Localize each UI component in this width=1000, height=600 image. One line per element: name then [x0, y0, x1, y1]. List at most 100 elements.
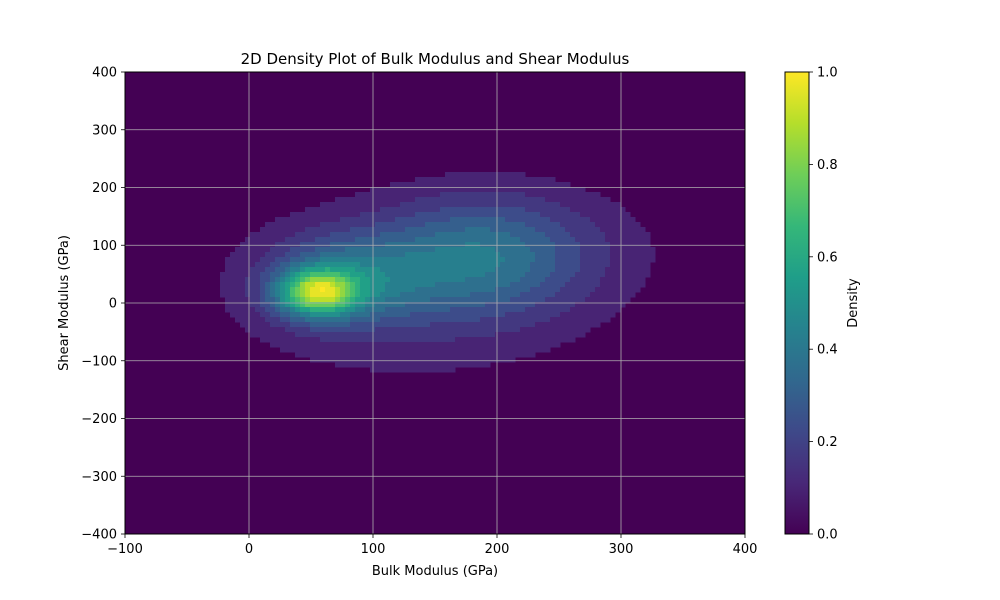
density-cell — [565, 217, 571, 223]
density-cell — [365, 242, 371, 248]
density-cell — [470, 277, 476, 283]
density-cell — [425, 247, 431, 253]
density-cell — [490, 352, 496, 358]
x-axis: −100 0 100 200 300 400 — [107, 534, 757, 557]
density-cell — [385, 332, 391, 338]
density-cell — [355, 202, 361, 208]
density-cell — [460, 257, 466, 263]
density-cell — [495, 342, 501, 348]
density-cell — [250, 257, 256, 263]
density-cell — [520, 187, 526, 193]
density-cell — [550, 287, 556, 293]
density-cell — [390, 337, 396, 343]
density-cell — [485, 202, 491, 208]
density-cell — [280, 272, 286, 278]
density-cell — [465, 347, 471, 353]
density-cell — [580, 327, 586, 333]
density-cell — [390, 297, 396, 303]
density-cell — [470, 237, 476, 243]
density-cell — [285, 252, 291, 258]
density-cell — [380, 267, 386, 273]
density-cell — [455, 187, 461, 193]
density-cell — [365, 212, 371, 218]
density-cell — [470, 352, 476, 358]
density-cell — [460, 247, 466, 253]
density-cell — [325, 232, 331, 238]
density-cell — [270, 237, 276, 243]
density-cell — [270, 307, 276, 313]
density-cell — [290, 337, 296, 343]
density-cell — [605, 222, 611, 228]
density-cell — [470, 252, 476, 258]
density-cell — [415, 342, 421, 348]
density-cell — [320, 292, 326, 298]
density-cell — [340, 252, 346, 258]
density-cell — [265, 277, 271, 283]
density-cell — [220, 277, 226, 283]
density-cell — [260, 317, 266, 323]
density-cell — [520, 292, 526, 298]
density-cell — [485, 212, 491, 218]
density-cell — [350, 202, 356, 208]
density-cell — [500, 332, 506, 338]
density-cell — [435, 227, 441, 233]
density-cell — [400, 297, 406, 303]
density-cell — [435, 177, 441, 183]
density-cell — [420, 362, 426, 368]
density-cell — [630, 227, 636, 233]
density-cell — [380, 297, 386, 303]
density-cell — [500, 177, 506, 183]
density-cell — [380, 287, 386, 293]
density-cell — [290, 317, 296, 323]
density-cell — [550, 317, 556, 323]
density-cell — [455, 302, 461, 308]
density-cell — [525, 337, 531, 343]
density-cell — [295, 287, 301, 293]
density-cell — [355, 222, 361, 228]
density-cell — [590, 302, 596, 308]
density-cell — [475, 322, 481, 328]
density-cell — [390, 357, 396, 363]
density-cell — [505, 352, 511, 358]
density-cell — [500, 187, 506, 193]
density-cell — [300, 342, 306, 348]
density-cell — [270, 277, 276, 283]
density-cell — [380, 247, 386, 253]
density-cell — [495, 282, 501, 288]
density-cell — [495, 202, 501, 208]
density-cell — [320, 262, 326, 268]
density-cell — [430, 202, 436, 208]
density-cell — [620, 262, 626, 268]
density-cell — [600, 307, 606, 313]
density-cell — [385, 367, 391, 373]
density-cell — [315, 257, 321, 263]
density-cell — [385, 242, 391, 248]
density-cell — [290, 287, 296, 293]
density-cell — [235, 247, 241, 253]
density-cell — [285, 242, 291, 248]
density-cell — [570, 307, 576, 313]
density-cell — [420, 327, 426, 333]
density-cell — [340, 257, 346, 263]
density-cell — [365, 312, 371, 318]
density-cell — [485, 297, 491, 303]
density-cell — [585, 287, 591, 293]
density-cell — [495, 212, 501, 218]
density-cell — [380, 292, 386, 298]
density-cell — [235, 302, 241, 308]
density-cell — [400, 317, 406, 323]
density-cell — [270, 257, 276, 263]
density-cell — [405, 362, 411, 368]
density-cell — [290, 267, 296, 273]
density-cell — [325, 292, 331, 298]
density-cell — [590, 197, 596, 203]
density-cell — [440, 327, 446, 333]
density-cell — [515, 247, 521, 253]
density-cell — [460, 262, 466, 268]
density-cell — [565, 332, 571, 338]
density-cell — [560, 257, 566, 263]
density-cell — [525, 192, 531, 198]
density-cell — [575, 222, 581, 228]
density-cell — [385, 217, 391, 223]
density-cell — [230, 277, 236, 283]
